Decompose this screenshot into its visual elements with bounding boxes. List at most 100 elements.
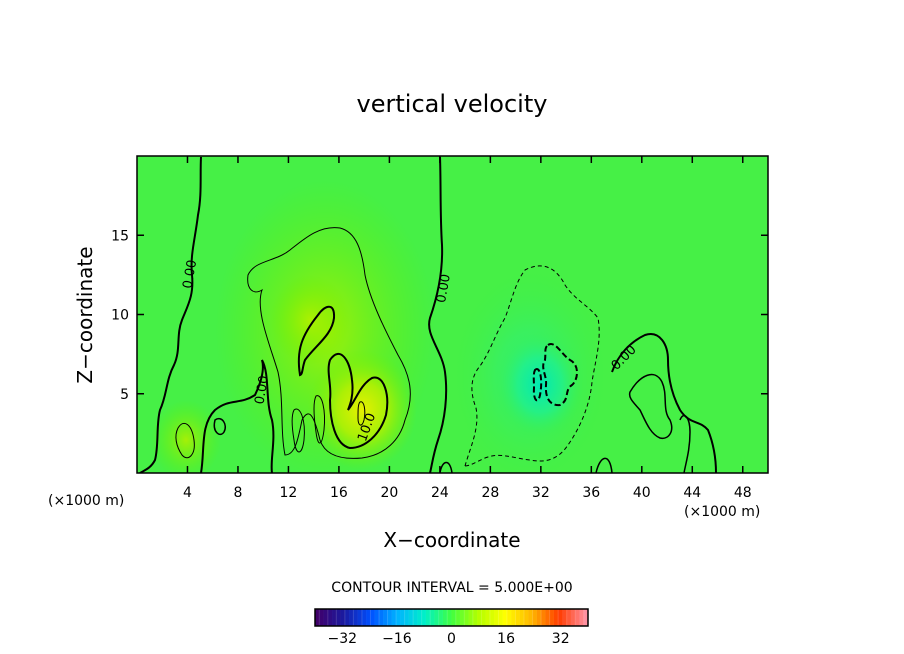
colorbar-cell bbox=[463, 608, 470, 627]
colorbar-cell bbox=[494, 609, 499, 626]
colorbar-cell bbox=[425, 609, 431, 626]
colorbar-cell bbox=[477, 609, 482, 626]
colorbar-cell bbox=[446, 608, 453, 627]
colorbar-tick-label: 32 bbox=[552, 631, 570, 647]
y-axis-label: Z−coordinate bbox=[73, 246, 97, 383]
colorbar-cell bbox=[395, 608, 402, 627]
contour-five-small-1 bbox=[291, 408, 305, 453]
updraft-upper-shade bbox=[270, 275, 350, 365]
colorbar-tick-label: −16 bbox=[382, 631, 412, 647]
colorbar-cell bbox=[404, 608, 410, 627]
colorbar-cell bbox=[361, 608, 368, 627]
colorbar-cell bbox=[574, 608, 581, 627]
colorbar-ticks: −32 −16 0 16 32 bbox=[328, 631, 570, 647]
colorbar-cell bbox=[489, 608, 496, 627]
x-tick-label: 40 bbox=[633, 485, 651, 501]
contour-fifteen-core bbox=[357, 401, 366, 426]
colorbar-cell bbox=[455, 608, 461, 627]
colorbar-cell bbox=[374, 609, 380, 626]
colorbar-tick-label: 16 bbox=[497, 631, 515, 647]
contour-label: 0.00 bbox=[434, 273, 454, 304]
contour-minus-ten bbox=[542, 343, 578, 407]
colorbar-cell bbox=[438, 608, 444, 627]
x-tick-label: 16 bbox=[330, 485, 348, 501]
contour-label: 0.00 bbox=[252, 374, 272, 405]
colorbar-cell bbox=[485, 609, 491, 626]
colorbar-cell bbox=[566, 608, 572, 627]
x-tick-label: 24 bbox=[431, 485, 449, 501]
colorbar-cell bbox=[383, 609, 388, 626]
colorbar-cell bbox=[323, 609, 329, 626]
contour-zero-bottom-2 bbox=[595, 457, 613, 473]
colorbar-cell bbox=[540, 608, 547, 627]
colorbar-cell bbox=[570, 609, 576, 626]
colorbar-cell bbox=[557, 608, 564, 627]
colorbar-cell bbox=[434, 609, 440, 626]
x-unit-left: (×1000 m) bbox=[48, 493, 124, 509]
y-axis-ticks: 5 10 15 bbox=[111, 228, 768, 403]
colorbar-cell bbox=[511, 609, 516, 626]
colorbar-cell bbox=[318, 608, 325, 627]
contour-zero-left bbox=[139, 156, 202, 473]
contour-zero-small-left bbox=[213, 418, 227, 436]
colorbar-cell bbox=[451, 609, 457, 626]
x-tick-label: 48 bbox=[734, 485, 752, 501]
colorbar-cell bbox=[391, 609, 397, 626]
colorbar-cell bbox=[332, 609, 337, 626]
shaded-field bbox=[137, 156, 768, 473]
x-tick-label: 4 bbox=[183, 485, 192, 501]
colorbar-cell bbox=[506, 608, 513, 627]
colorbar-cell bbox=[315, 609, 320, 626]
contour-five-small-2 bbox=[313, 395, 325, 444]
downdraft-core-shade bbox=[495, 330, 585, 440]
colorbar-cell bbox=[502, 609, 508, 626]
x-axis-label: X−coordinate bbox=[383, 528, 520, 552]
colorbar-cell bbox=[536, 609, 542, 626]
colorbar-cell bbox=[497, 608, 504, 627]
colorbar-cell bbox=[429, 608, 436, 627]
colorbar-cell bbox=[549, 608, 555, 627]
colorbar-tick-label: 0 bbox=[447, 631, 456, 647]
colorbar-cell bbox=[387, 608, 393, 627]
x-tick-label: 44 bbox=[683, 485, 701, 501]
colorbar-cell bbox=[472, 608, 478, 627]
contour-label: 0.00 bbox=[180, 259, 200, 290]
x-tick-label: 8 bbox=[233, 485, 242, 501]
contour-zero-bottom-1 bbox=[439, 461, 453, 473]
colorbar-frame bbox=[314, 608, 589, 627]
x-tick-label: 20 bbox=[380, 485, 398, 501]
x-tick-label: 36 bbox=[582, 485, 600, 501]
colorbar-cell bbox=[352, 608, 359, 627]
colorbar-cell bbox=[340, 609, 346, 626]
colorbar-cell bbox=[545, 609, 551, 626]
chart-title: vertical velocity bbox=[357, 90, 548, 118]
contour-positive-small-left bbox=[175, 422, 195, 459]
colorbar-cell bbox=[579, 609, 585, 626]
contour-lines bbox=[139, 156, 717, 473]
contour-zero-right bbox=[611, 333, 717, 473]
colorbar-cell bbox=[523, 608, 530, 627]
x-unit-right: (×1000 m) bbox=[684, 504, 760, 520]
colorbar-cell bbox=[369, 608, 376, 627]
colorbar-cell bbox=[412, 608, 419, 627]
y-tick-label: 5 bbox=[120, 387, 129, 403]
colorbar-cell bbox=[562, 609, 568, 626]
updraft-left-shade bbox=[151, 400, 221, 473]
colorbar-cell bbox=[417, 609, 423, 626]
contour-ten-upper bbox=[297, 305, 336, 377]
colorbar-cell bbox=[532, 608, 538, 627]
colorbar-cell bbox=[344, 608, 351, 627]
colorbar-cell bbox=[357, 609, 363, 626]
colorbar-tick-label: −32 bbox=[328, 631, 358, 647]
contour-zero-right-inner bbox=[628, 373, 673, 440]
colorbar-cell bbox=[519, 609, 525, 626]
contour-interval-text: CONTOUR INTERVAL = 5.000E+00 bbox=[331, 580, 572, 596]
x-tick-label: 28 bbox=[481, 485, 499, 501]
colorbar-cell bbox=[378, 608, 385, 627]
contour-ten-lower bbox=[327, 352, 389, 450]
colorbar-cell bbox=[528, 609, 533, 626]
colorbar bbox=[314, 608, 589, 627]
colorbar-cell bbox=[349, 609, 354, 626]
colorbar-cell bbox=[421, 608, 427, 627]
updraft-core-shade bbox=[307, 350, 417, 470]
